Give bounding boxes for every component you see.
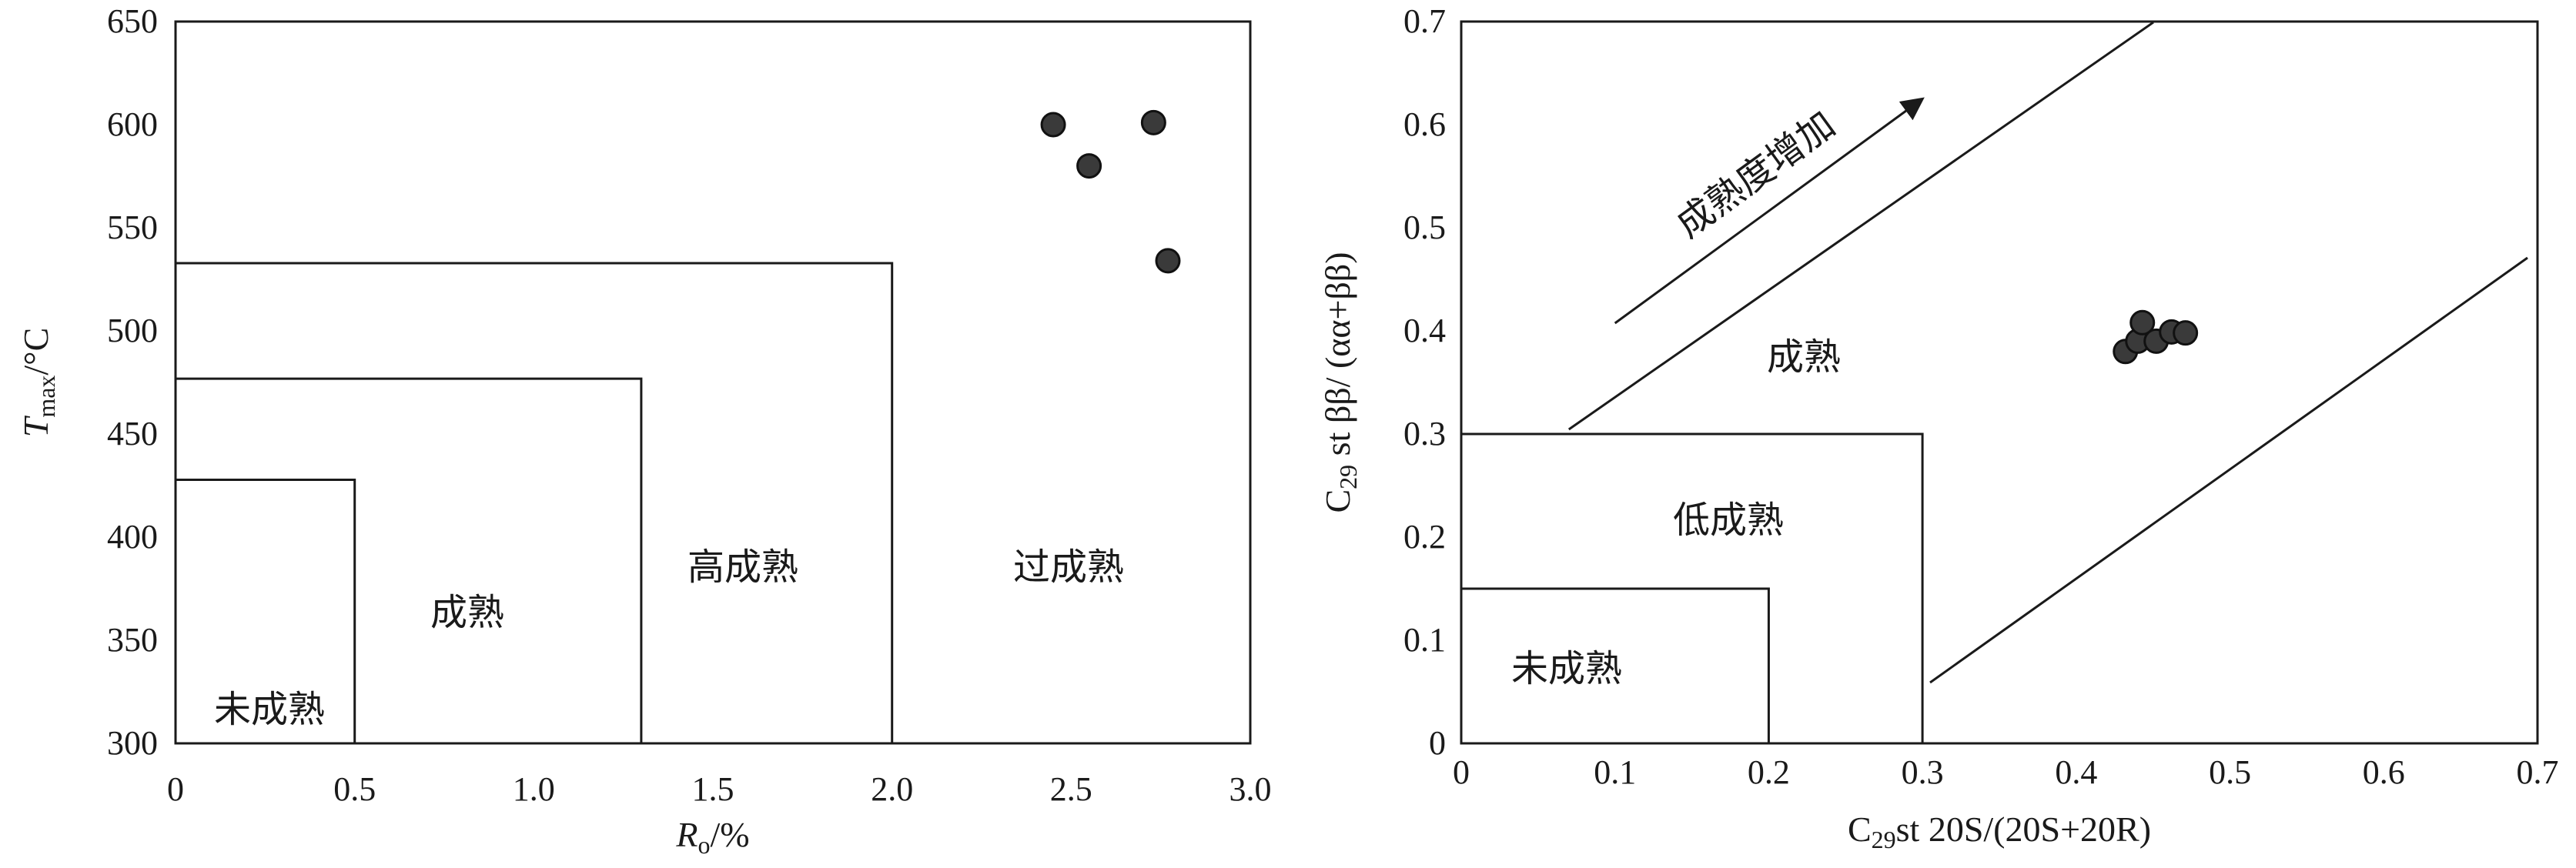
right-y-tick: 0.5 (1403, 209, 1446, 246)
right-x-axis-sub: 29 (1872, 826, 1896, 853)
right-x-tick: 0.7 (2517, 753, 2559, 791)
left-y-tick: 350 (107, 621, 158, 659)
right-region-boundary-low (1461, 432, 1924, 743)
right-y-tick: 0.2 (1403, 518, 1446, 556)
right-data-point (2129, 309, 2156, 336)
left-y-tick: 300 (107, 724, 158, 762)
right-y-tick: 0.3 (1403, 415, 1446, 452)
left-x-ticks: 0 0.5 1.0 1.5 2.0 2.5 3.0 (167, 770, 1272, 808)
left-points (1040, 109, 1181, 274)
right-y-tick: 0 (1429, 724, 1446, 762)
left-zone-high-label: 高成熟 (687, 546, 798, 589)
left-x-tick: 2.5 (1050, 770, 1092, 808)
left-x-tick: 1.0 (513, 770, 555, 808)
right-region-boundary-immature (1461, 587, 1770, 743)
left-y-axis-unit: /°C (16, 328, 55, 376)
left-y-axis-title: Tmax/°C (16, 328, 60, 438)
right-zone-mature-label: 成熟 (1767, 336, 1841, 379)
left-y-ticks: 300 350 400 450 500 550 600 650 (107, 2, 158, 762)
right-y-axis-sub: 29 (1334, 465, 1362, 489)
left-y-tick: 500 (107, 312, 158, 349)
right-data-point (2173, 320, 2199, 346)
right-x-tick: 0.2 (1748, 753, 1790, 791)
left-x-tick: 0 (167, 770, 184, 808)
left-y-tick: 450 (107, 415, 158, 452)
left-zone-immature-label: 未成熟 (214, 688, 325, 731)
right-x-tick: 0.1 (1594, 753, 1636, 791)
left-y-axis-main: T (16, 415, 55, 437)
right-y-axis-rest: st ββ/ (αα+ββ) (1318, 252, 1357, 464)
left-x-axis-main: R (675, 815, 698, 854)
left-zone-mature-label: 成熟 (430, 591, 504, 634)
left-y-tick: 650 (107, 2, 158, 40)
right-x-tick: 0.6 (2363, 753, 2405, 791)
left-x-tick: 3.0 (1229, 770, 1272, 808)
right-y-tick: 0.7 (1403, 2, 1446, 40)
right-x-axis-pre: C (1848, 810, 1872, 849)
right-x-tick: 0.4 (2055, 753, 2097, 791)
left-x-tick: 2.0 (871, 770, 913, 808)
left-chart: 0 0.5 1.0 1.5 2.0 2.5 3.0 300 350 400 45… (16, 2, 1272, 859)
right-x-tick: 0 (1453, 753, 1470, 791)
left-y-tick: 600 (107, 105, 158, 143)
left-y-tick: 550 (107, 209, 158, 246)
left-y-tick: 400 (107, 518, 158, 556)
left-zone-over-label: 过成熟 (1013, 546, 1124, 589)
left-data-point (1076, 153, 1102, 179)
right-y-tick: 0.1 (1403, 621, 1446, 659)
right-y-axis-pre: C (1318, 489, 1357, 513)
right-plot-frame (1460, 20, 2539, 745)
right-x-tick: 0.5 (2209, 753, 2251, 791)
right-x-ticks: 0 0.1 0.2 0.3 0.4 0.5 0.6 0.7 (1453, 753, 2559, 791)
left-x-axis-sub: o (698, 831, 711, 859)
left-x-axis-unit: /% (711, 815, 750, 854)
left-region-boundary-high (176, 262, 894, 743)
right-y-ticks: 0 0.1 0.2 0.3 0.4 0.5 0.6 0.7 (1403, 2, 1446, 762)
right-zone-low-label: 低成熟 (1673, 499, 1784, 542)
right-y-axis-title: C29 st ββ/ (αα+ββ) (1318, 252, 1362, 512)
right-upper-diagonal (1567, 21, 2154, 431)
right-chart: 0 0.1 0.2 0.3 0.4 0.5 0.6 0.7 0 0.1 0.2 … (1318, 2, 2559, 853)
right-y-tick: 0.6 (1403, 105, 1446, 143)
left-data-point (1155, 248, 1181, 274)
left-region-boundary-immature (176, 479, 356, 743)
left-y-axis-sub: max (32, 376, 60, 418)
left-x-tick: 1.5 (692, 770, 734, 808)
right-x-tick: 0.3 (1902, 753, 1944, 791)
left-data-point (1040, 112, 1066, 138)
right-lower-diagonal (1929, 256, 2528, 684)
maturity-arrow (1614, 97, 1925, 325)
left-region-boundary-mature (176, 377, 643, 743)
left-x-axis-title: Ro/% (675, 815, 749, 859)
left-x-tick: 0.5 (333, 770, 376, 808)
left-data-point (1140, 109, 1166, 135)
right-x-axis-title: C29st 20S/(20S+20R) (1848, 810, 2151, 853)
right-points (2113, 309, 2199, 365)
right-x-axis-rest: st 20S/(20S+20R) (1896, 810, 2151, 849)
right-zone-immature-label: 未成熟 (1511, 647, 1622, 690)
left-plot-frame (174, 20, 1252, 745)
right-y-tick: 0.4 (1403, 312, 1446, 349)
